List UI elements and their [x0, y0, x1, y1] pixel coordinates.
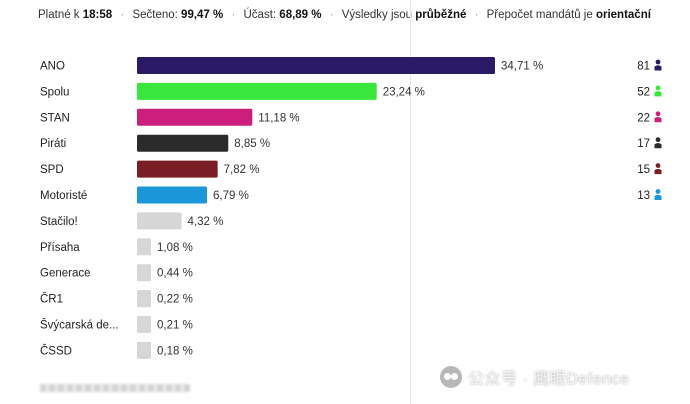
results-header: Platné k 18:58 · Sečteno: 99,47 % · Účas…	[38, 9, 651, 21]
turnout-label: Účast:	[243, 9, 277, 21]
percent-label: 0,22 %	[157, 294, 193, 306]
party-label: Motoristé	[40, 190, 87, 202]
bar-row: Stačilo! 4,32 %	[40, 212, 224, 230]
percent-label: 6,79 %	[213, 190, 249, 202]
party-label: Spolu	[40, 86, 69, 98]
bar	[137, 290, 151, 308]
party-label: Přísaha	[40, 242, 80, 254]
bar	[137, 57, 495, 74]
bar-row: Piráti 8,85 % 17	[40, 134, 662, 152]
seat-count: 52	[637, 86, 650, 98]
party-label: SPD	[40, 164, 64, 176]
person-icon	[654, 163, 662, 175]
bar	[137, 212, 182, 230]
bar	[137, 186, 208, 204]
percent-label: 8,85 %	[234, 138, 270, 150]
party-label: ČSSD	[40, 344, 72, 357]
seat-count: 15	[637, 164, 650, 176]
valid-as-of-label: Platné k	[38, 9, 80, 21]
percent-label: 1,08 %	[157, 242, 193, 254]
bar-row: SPD 7,82 % 15	[40, 160, 662, 178]
blurred-footer-text	[40, 384, 190, 392]
party-label: STAN	[40, 112, 70, 124]
person-icon	[654, 85, 662, 97]
person-icon	[654, 189, 662, 200]
seat-count: 22	[637, 112, 650, 124]
person-icon	[654, 111, 662, 123]
bar-row: Generace 0,44 %	[40, 264, 193, 282]
percent-label: 11,18 %	[258, 112, 299, 124]
bar	[137, 264, 151, 282]
bar	[137, 238, 151, 256]
bar	[137, 160, 218, 178]
bar-row: STAN 11,18 % 22	[40, 108, 662, 126]
percent-label: 34,71 %	[501, 61, 543, 73]
seat-count: 81	[637, 61, 650, 73]
party-label: ČR1	[40, 293, 63, 306]
bar-row: ČR1 0,22 %	[40, 290, 193, 308]
valid-as-of-time: 18:58	[82, 9, 113, 21]
bar-row: ČSSD 0,18 %	[40, 341, 193, 359]
bar-row: Přísaha 1,08 %	[40, 238, 193, 256]
party-label: Švýcarská de...	[40, 319, 119, 332]
bar	[137, 82, 377, 100]
counted-value: 99,47 %	[181, 9, 224, 21]
seat-recount-text: Přepočet mandátů je	[486, 9, 593, 21]
bar-row: Motoristé 6,79 % 13	[40, 186, 662, 204]
percent-label: 0,18 %	[157, 345, 193, 357]
bar	[137, 134, 229, 152]
wechat-icon	[440, 366, 462, 388]
seat-recount-value: orientační	[595, 9, 651, 21]
seat-count: 13	[637, 190, 650, 202]
percent-label: 0,21 %	[157, 320, 193, 332]
party-label: Generace	[40, 268, 91, 280]
bar-row: Švýcarská de... 0,21 %	[40, 316, 193, 333]
separator: ·	[474, 9, 479, 21]
person-icon	[654, 137, 662, 149]
bar	[137, 316, 151, 333]
percent-label: 7,82 %	[224, 164, 260, 176]
watermark-text: 公众号 · 鹰眼Defence	[468, 371, 630, 388]
percent-label: 23,24 %	[383, 86, 425, 98]
results-status-value: průběžné	[415, 9, 467, 21]
bar-row: ANO 34,71 % 81	[40, 57, 662, 74]
party-label: ANO	[40, 61, 65, 73]
watermark: 公众号 · 鹰眼Defence	[440, 364, 629, 390]
seat-count: 17	[637, 138, 650, 150]
person-icon	[654, 59, 662, 71]
separator: ·	[329, 9, 334, 21]
percent-label: 4,32 %	[188, 216, 224, 228]
turnout-value: 68,89 %	[279, 9, 322, 21]
percent-label: 0,44 %	[157, 268, 193, 280]
party-label: Stačilo!	[40, 216, 78, 228]
panel-divider	[410, 0, 411, 404]
bar-row: Spolu 23,24 % 52	[40, 82, 662, 100]
counted-label: Sečteno:	[132, 9, 178, 21]
results-status-text: Výsledky jsou	[341, 9, 413, 21]
bar	[137, 341, 151, 359]
separator: ·	[231, 9, 236, 21]
separator: ·	[120, 9, 125, 21]
bar	[137, 108, 253, 126]
party-label: Piráti	[40, 138, 66, 150]
